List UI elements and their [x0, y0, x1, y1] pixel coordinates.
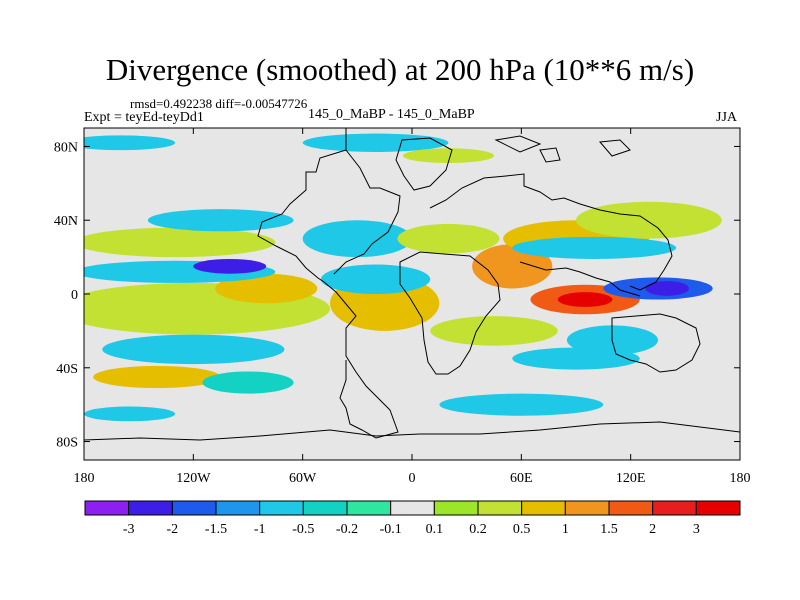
- y-tick-label-4: 80S: [56, 436, 78, 451]
- field-contour-24: [430, 316, 558, 346]
- field-contour-6: [193, 258, 267, 274]
- cases-label: 145_0_MaBP - 145_0_MaBP: [308, 107, 475, 122]
- coastline-arctic-islands: [494, 135, 631, 163]
- rmsd-value: 0.492238: [163, 96, 213, 111]
- field-contour-23: [512, 236, 677, 259]
- season-label: JJA: [716, 110, 738, 125]
- coastline-antarctica: [84, 421, 740, 441]
- field-contour-30: [402, 148, 495, 164]
- colorbar-swatch-5: [302, 500, 348, 516]
- field-contour-26: [512, 347, 640, 370]
- field-contour-18: [557, 292, 613, 307]
- field-contour-9: [102, 334, 285, 365]
- x-axis: 180 120W 60W 0 60E 120E 180: [74, 128, 751, 486]
- field-contour-11: [202, 371, 294, 394]
- experiment-label: Expt = teyEd-teyDd1: [84, 110, 204, 125]
- x-tick-label-2: 60W: [289, 471, 317, 486]
- field-contour-28: [84, 406, 176, 422]
- field-contour-29: [302, 133, 449, 152]
- colorbar-label-3: -1: [254, 522, 266, 537]
- coastline-europe: [429, 173, 673, 291]
- chart-title: Divergence (smoothed) at 200 hPa (10**6 …: [105, 52, 695, 87]
- coastline-australia: [611, 313, 701, 373]
- y-tick-label-1: 40N: [54, 214, 78, 229]
- colorbar-swatch-0: [84, 500, 130, 516]
- field-contour-4: [215, 273, 318, 304]
- colorbar-label-4: -0.5: [292, 522, 314, 537]
- colorbar-swatch-9: [477, 500, 523, 516]
- colorbar-swatch-2: [171, 500, 217, 516]
- field-contour-20: [645, 281, 689, 296]
- colorbar-label-2: -1.5: [205, 522, 227, 537]
- coastlines: [84, 128, 740, 441]
- colorbar-swatch-3: [215, 500, 261, 516]
- colorbar-label-11: 1.5: [600, 522, 618, 537]
- colorbar-label-13: 3: [693, 522, 700, 537]
- colorbar-swatch-12: [608, 500, 654, 516]
- x-tick-label-5: 120E: [616, 471, 646, 486]
- stats-line: rmsd=0.492238 diff=-0.00547726: [130, 96, 307, 112]
- coastline-greenland: [395, 137, 453, 191]
- colorbar: -3 -2 -1.5 -1 -0.5 -0.2 -0.1 0.1 0.2 0.5 1 1.5 2 3: [84, 500, 741, 537]
- y-axis: 80N 40N 0 40S 80S: [54, 140, 740, 451]
- field-contour-15: [397, 223, 500, 254]
- colorbar-label-5: -0.2: [336, 522, 358, 537]
- colorbar-label-8: 0.2: [469, 522, 487, 537]
- x-tick-label-6: 180: [730, 471, 751, 486]
- coastline-africa: [399, 251, 501, 375]
- colorbar-swatch-7: [390, 500, 435, 516]
- colorbar-swatch-13: [652, 500, 697, 516]
- colorbar-swatch-4: [259, 500, 304, 516]
- x-tick-label-0: 180: [74, 471, 95, 486]
- x-tick-label-1: 120W: [176, 471, 211, 486]
- colorbar-label-10: 1: [562, 522, 569, 537]
- field-contour-8: [147, 209, 294, 232]
- y-tick-label-3: 40S: [56, 362, 78, 377]
- y-tick-label-2: 0: [71, 288, 78, 303]
- rmsd-label: rmsd=: [130, 96, 164, 111]
- y-tick-label-0: 80N: [54, 140, 78, 155]
- colorbar-swatch-8: [433, 500, 479, 516]
- colorbar-label-7: 0.1: [426, 522, 444, 537]
- coastline-americas: [257, 128, 399, 439]
- field-contour-14: [302, 220, 413, 258]
- field-contour-16: [472, 244, 553, 289]
- colorbar-swatch-14: [695, 500, 741, 516]
- coastline-asia-south: [519, 261, 641, 297]
- colorbar-label-6: -0.1: [380, 522, 402, 537]
- colorbar-label-9: 0.5: [513, 522, 531, 537]
- coastline-north-america-east: [333, 149, 401, 275]
- x-tick-label-4: 60E: [510, 471, 533, 486]
- x-tick-label-3: 0: [409, 471, 416, 486]
- colorbar-swatch-6: [346, 500, 392, 516]
- colorbar-label-1: -2: [166, 522, 178, 537]
- diff-label: diff=: [215, 96, 242, 111]
- field-contour-22: [576, 201, 722, 239]
- field-contour-7: [84, 227, 276, 258]
- colorbar-label-12: 2: [649, 522, 656, 537]
- field-contour-27: [439, 393, 604, 416]
- field-contour-13: [320, 264, 431, 294]
- field-contour-10: [93, 365, 221, 389]
- colorbar-swatch-10: [521, 500, 566, 516]
- diff-value: -0.00547726: [241, 96, 308, 111]
- contour-field: [84, 133, 722, 422]
- colorbar-swatch-1: [128, 500, 173, 516]
- field-contour-31: [84, 135, 176, 151]
- colorbar-swatch-11: [564, 500, 610, 516]
- colorbar-label-0: -3: [123, 522, 135, 537]
